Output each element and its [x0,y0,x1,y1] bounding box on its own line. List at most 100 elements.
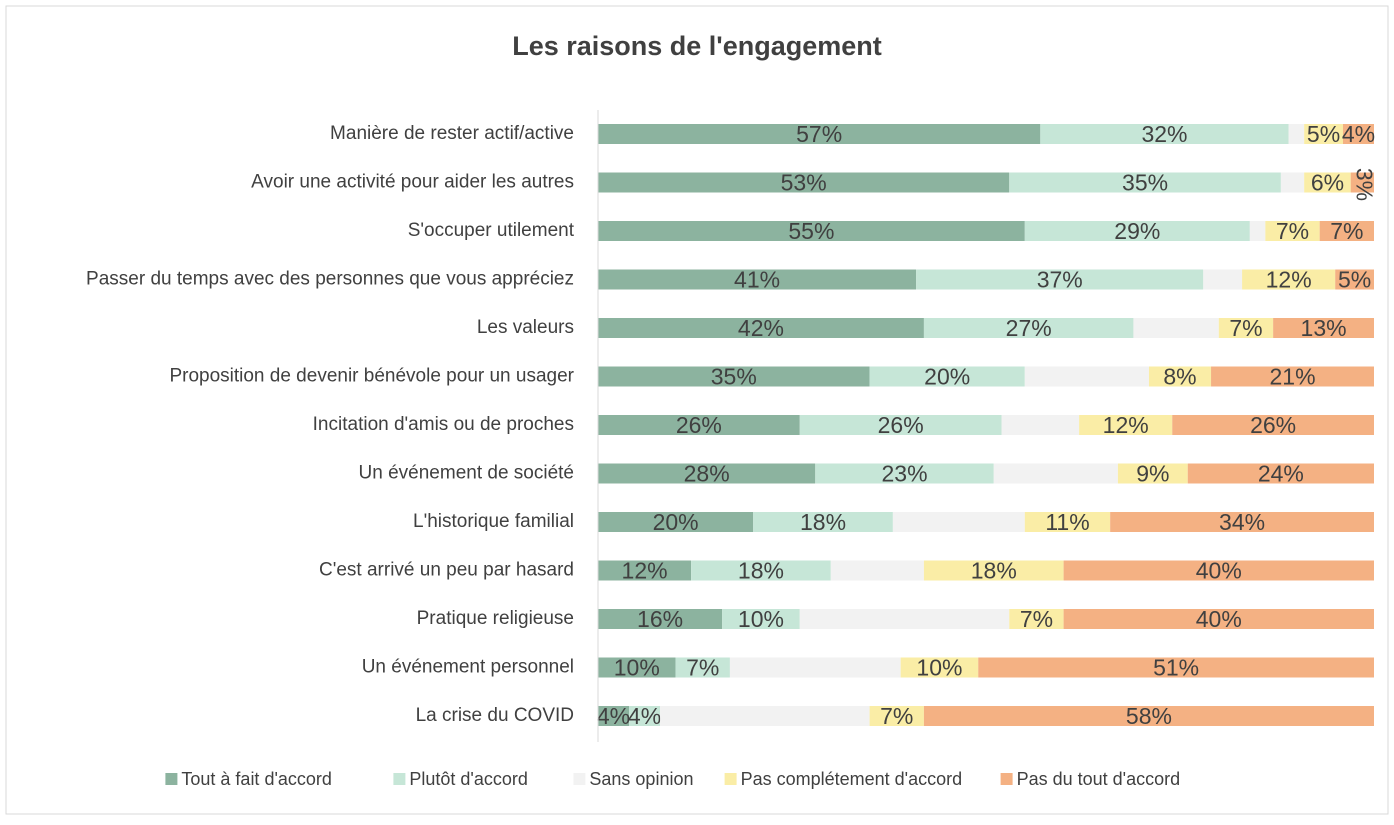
data-label: 4% [597,703,630,729]
category-label: La crise du COVID [416,705,574,726]
data-label: 26% [1250,412,1296,438]
category-label: Un événement de société [359,463,574,484]
data-label: 12% [1266,267,1312,293]
category-label: L'historique familial [413,511,574,532]
data-label: 57% [796,121,842,147]
bar-segment [1009,172,1281,193]
data-label: 42% [738,315,784,341]
data-label: 37% [1037,267,1083,293]
data-label: 23% [881,461,927,487]
bar-segment [660,706,870,726]
bar-segment [598,269,917,290]
bar-segment [691,560,831,581]
legend-label: Plutôt d'accord [409,769,528,789]
data-label: 7% [1330,218,1363,244]
bar-segment [923,706,1374,726]
bar-segment [675,657,730,678]
data-label: 20% [653,509,699,535]
bar-segment [598,318,924,338]
bar-segment [1024,512,1111,532]
data-label: 26% [878,412,924,438]
bar-segment [993,463,1118,484]
bar-segment [598,221,1025,241]
bar-segment [815,463,994,484]
data-label: 4% [628,703,661,729]
data-label: 24% [1258,461,1304,487]
data-label: 18% [800,509,846,535]
bar-segment [1265,221,1320,241]
bar-segment [598,463,816,484]
legend-swatch [724,773,737,785]
category-label: Pratique religieuse [417,608,574,629]
bar-segment [799,609,1010,629]
category-label: Incitation d'amis ou de proches [313,414,574,435]
legend-label: Tout à fait d'accord [181,769,332,789]
bar-segment [1319,221,1374,241]
bar-segment [598,366,870,387]
data-label: 26% [676,412,722,438]
data-label: 3% [1351,168,1377,201]
bar-segment [923,560,1064,581]
data-label: 12% [1103,412,1149,438]
bar-segment [598,172,1010,193]
data-label: 40% [1196,558,1242,584]
data-label: 51% [1153,655,1199,681]
data-label: 29% [1114,218,1160,244]
data-label: 11% [1045,509,1089,535]
data-label: 10% [614,655,660,681]
bar-segment [1148,366,1212,387]
bar-segment [1218,318,1274,338]
category-label: Un événement personnel [362,657,574,678]
data-label: 35% [711,364,757,390]
data-label: 7% [1020,606,1053,632]
bar-segment [1117,463,1188,484]
data-label: 55% [788,218,834,244]
bar-segment [1110,512,1374,532]
bar-segment [1280,172,1305,193]
bar-segment [598,609,723,629]
bar-segment [869,706,924,726]
data-label: 5% [1307,121,1340,147]
legend-label: Sans opinion [589,769,693,789]
bar-segment [1273,318,1374,338]
bar-segment [1187,463,1374,484]
legend-swatch [393,773,406,785]
bar-segment [1242,269,1336,290]
data-label: 34% [1219,509,1265,535]
legend-label: Pas complétement d'accord [741,769,963,789]
data-label: 53% [781,170,827,196]
data-label: 7% [880,703,913,729]
data-label: 40% [1196,606,1242,632]
data-label: 10% [738,606,784,632]
category-label: Passer du temps avec des personnes que v… [86,269,574,290]
bar-segment [1063,609,1374,629]
data-label: 13% [1301,315,1347,341]
bar-segment [1009,609,1064,629]
bar-segment [830,560,924,581]
bar-segment [1172,415,1374,435]
data-label: 12% [622,558,668,584]
data-label: 10% [916,655,962,681]
bar-segment [722,609,800,629]
legend-swatch [1000,773,1013,785]
category-label: Manière de rester actif/active [330,123,574,144]
data-label: 18% [971,558,1017,584]
category-label: Avoir une activité pour aider les autres [251,172,574,193]
bar-segment [900,657,979,678]
bar-segment [869,366,1025,387]
data-label: 4% [1342,121,1375,147]
data-label: 7% [1276,218,1309,244]
chart-title: Les raisons de l'engagement [512,31,882,61]
bar-segment [598,657,676,678]
bar-segment [923,318,1134,338]
data-label: 28% [684,461,730,487]
category-label: Les valeurs [477,317,574,338]
bar-segment [598,124,1041,144]
bar-segment [892,512,1025,532]
bar-segment [1079,415,1173,435]
bar-segment [729,657,901,678]
bar-segment [598,560,692,581]
bar-segment [629,706,661,726]
data-label: 7% [686,655,719,681]
